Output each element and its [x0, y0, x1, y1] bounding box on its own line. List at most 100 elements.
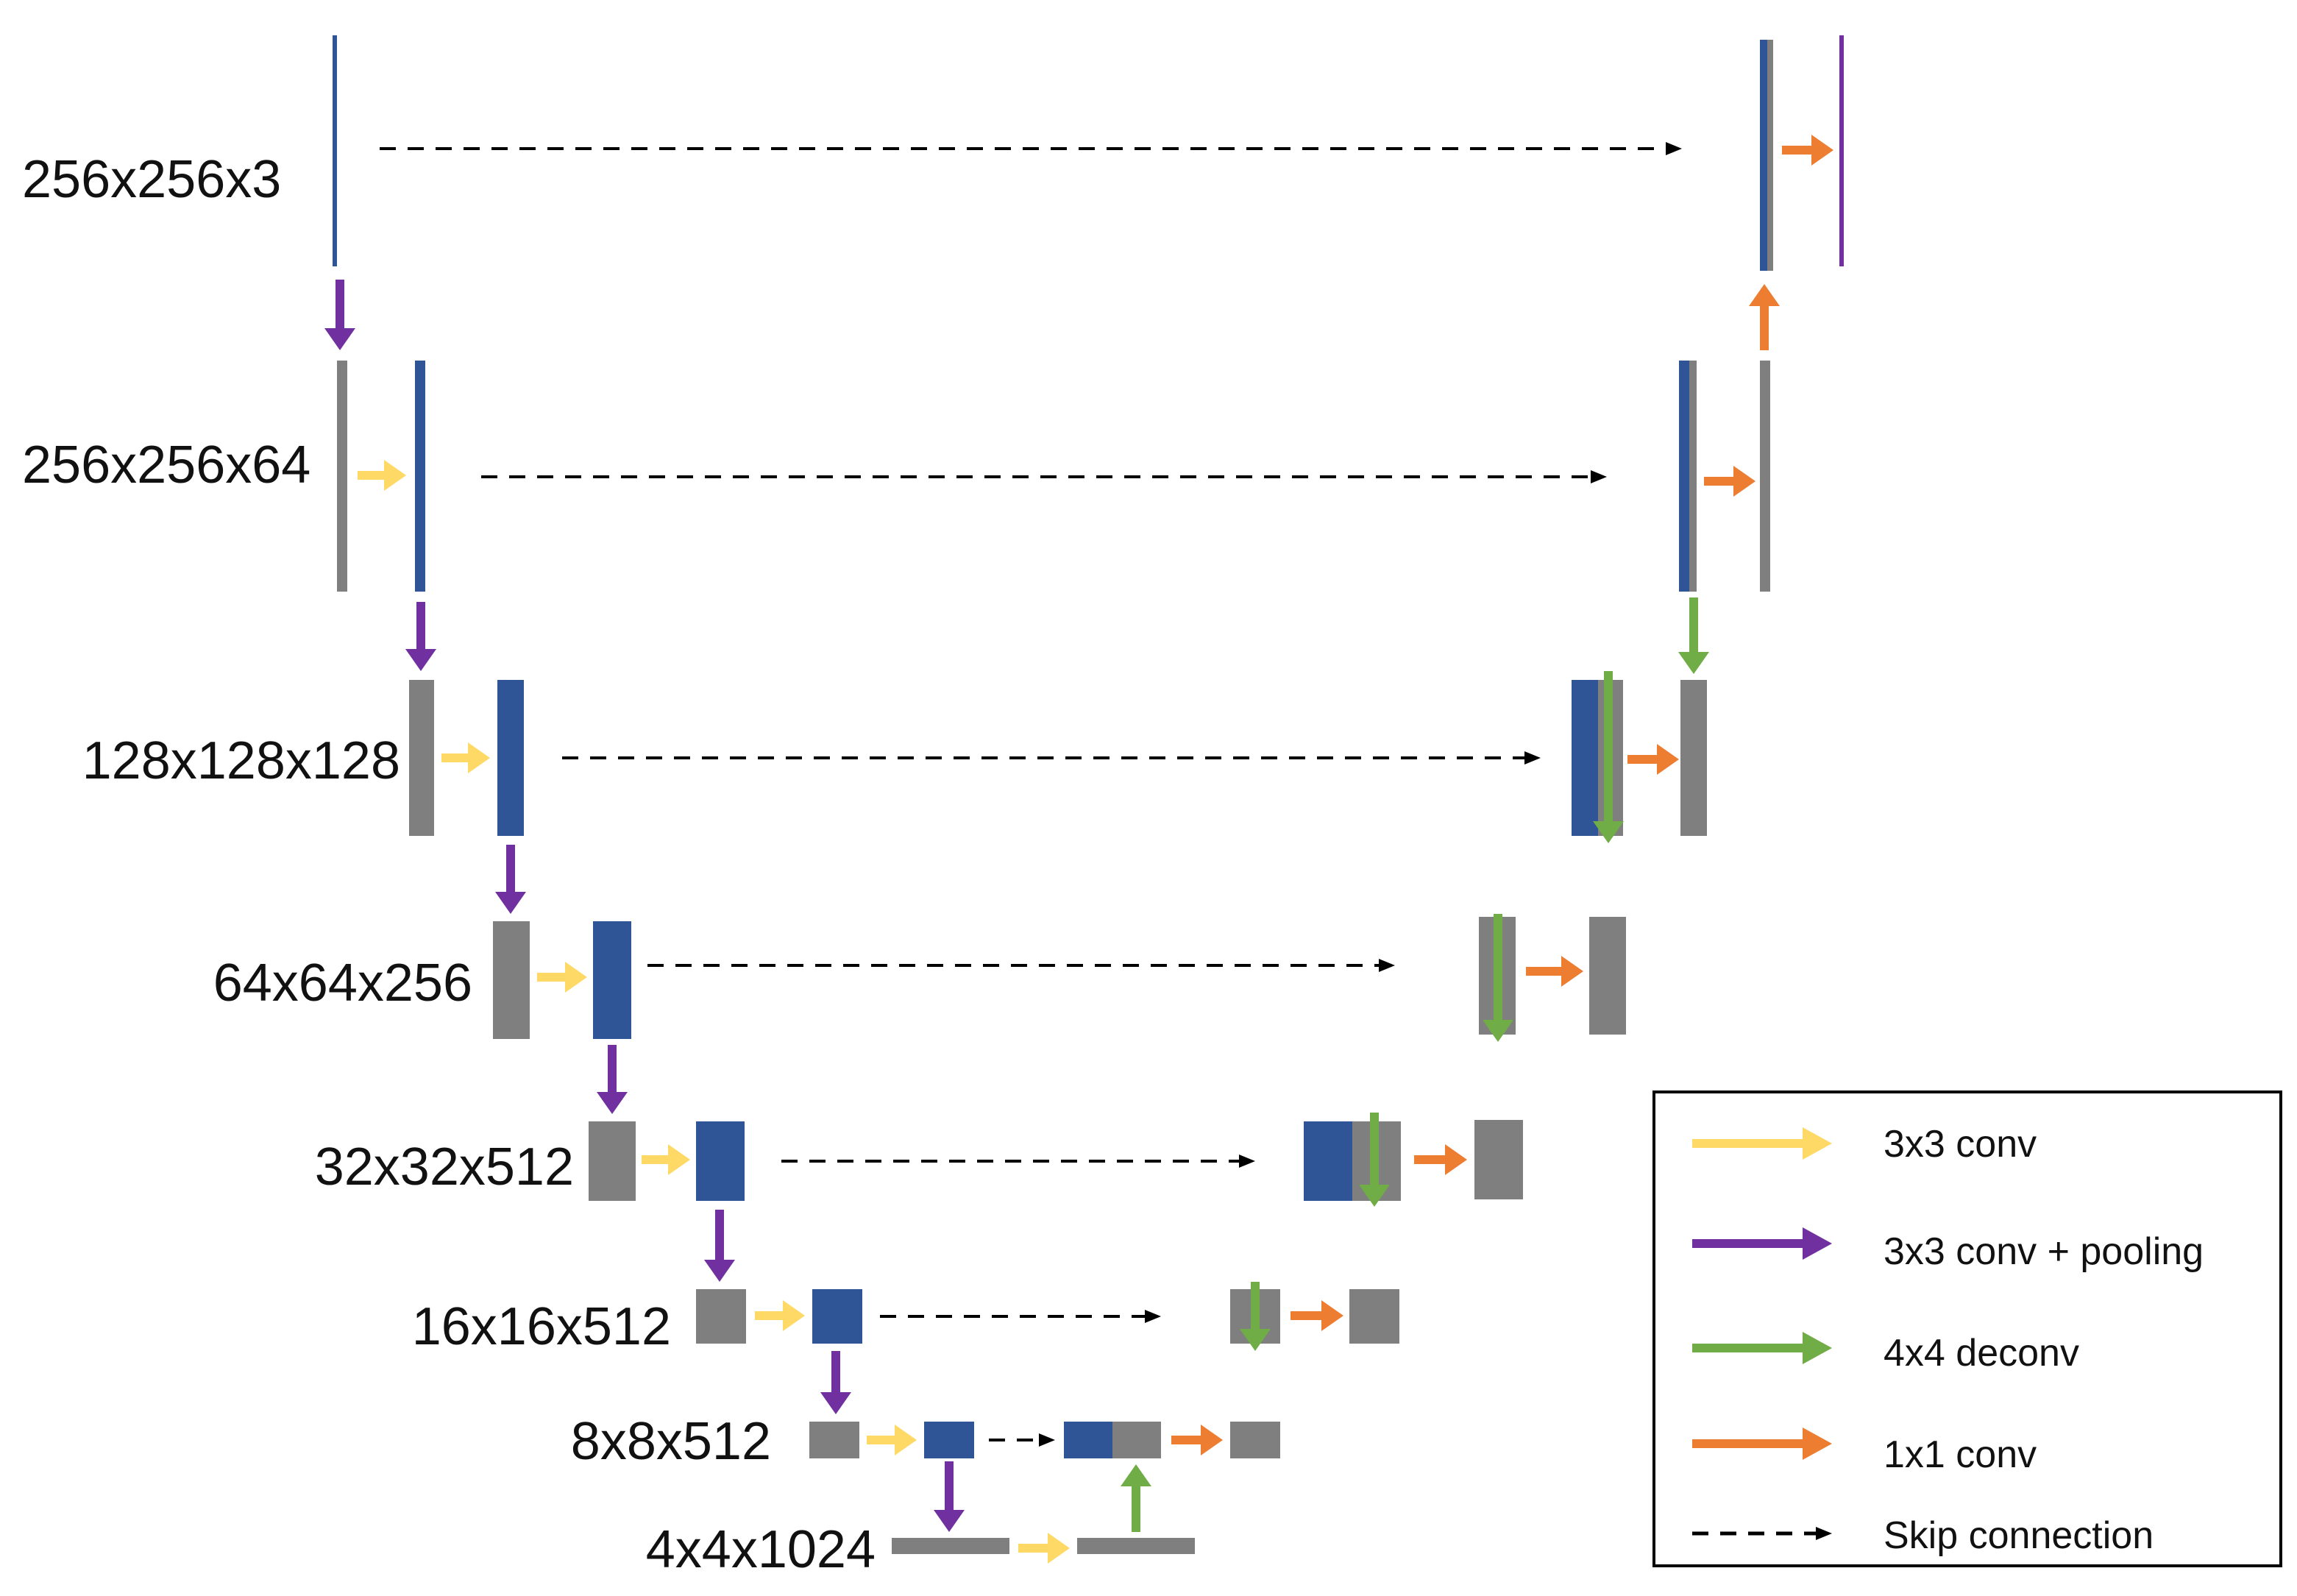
arrow-conv1x1-3-head: [1561, 956, 1583, 987]
arrow-conv1x1-0-head: [1811, 135, 1833, 166]
skip-0-head: [1666, 142, 1682, 155]
skip-6-head: [1039, 1433, 1055, 1447]
arrow-pool-1-head: [405, 649, 436, 671]
level-label-7: 4x4x1024: [646, 1520, 876, 1579]
arrow-deconv-4: [1359, 1113, 1390, 1207]
arrow-conv-4: [642, 1144, 690, 1175]
block-decoder-4-out: [1474, 1120, 1523, 1199]
legend-symbol-0-head: [1803, 1127, 1832, 1160]
arrow-conv1x1-up: [1749, 284, 1780, 350]
block-decoder-1-concat-gray: [1689, 361, 1697, 592]
block-encoder-4-b: [696, 1121, 745, 1201]
feature-map-blocks: [333, 35, 1844, 1554]
arrow-conv-1-head: [384, 460, 406, 491]
block-encoder-3-a: [493, 921, 530, 1039]
skip-3: [647, 959, 1395, 972]
block-decoder-3-out: [1589, 917, 1626, 1035]
block-encoder-4-a: [589, 1121, 636, 1201]
block-decoder-2-out: [1680, 680, 1707, 836]
block-decoder-2-concat-blue: [1572, 680, 1598, 836]
arrow-conv-3: [537, 962, 587, 993]
arrow-deconv-1: [1678, 597, 1709, 674]
skip-0: [380, 142, 1682, 155]
legend-symbol-2: [1692, 1332, 1832, 1364]
arrow-deconv-5: [1240, 1282, 1271, 1351]
arrow-pool-1: [405, 602, 436, 671]
block-decoder-0-concat-blue: [1760, 40, 1767, 271]
legend-symbol-skip-head: [1816, 1527, 1832, 1540]
skip-3-head: [1379, 959, 1395, 972]
arrow-deconv-4-head: [1359, 1185, 1390, 1207]
block-encoder-3-b: [593, 921, 631, 1039]
arrow-deconv-2-head: [1593, 821, 1624, 843]
legend-label-conv-pooling: 3x3 conv + pooling: [1884, 1230, 2204, 1273]
arrow-conv-2: [441, 742, 490, 773]
level-label-5: 16x16x512: [412, 1297, 671, 1356]
arrow-pool-4: [704, 1210, 735, 1282]
block-encoder-2-a: [409, 680, 434, 836]
legend-symbols: [1692, 1127, 1832, 1540]
arrow-pool-5-head: [820, 1392, 851, 1414]
legend-symbol-1: [1692, 1227, 1832, 1260]
skip-5: [880, 1310, 1161, 1323]
skip-connections: [380, 142, 1682, 1447]
arrow-pool-4-head: [704, 1260, 735, 1282]
block-encoder-1-a: [337, 361, 347, 592]
arrow-conv-6-head: [895, 1425, 917, 1455]
skip-6: [989, 1433, 1055, 1447]
arrow-pool-3: [597, 1045, 628, 1114]
block-bottleneck-a: [892, 1538, 1009, 1554]
arrow-pool-3-head: [597, 1092, 628, 1114]
arrow-conv1x1-0: [1782, 135, 1833, 166]
arrow-conv1x1-6-head: [1201, 1425, 1223, 1455]
arrow-deconv-1-head: [1678, 652, 1709, 674]
level-label-0: 256x256x3: [22, 150, 281, 209]
operation-arrows: [324, 135, 1833, 1564]
level-label-3: 64x64x256: [213, 954, 472, 1012]
legend-symbol-2-head: [1803, 1332, 1832, 1364]
legend-symbol-0: [1692, 1127, 1832, 1160]
skip-4-head: [1239, 1155, 1255, 1168]
arrow-deconv-5-head: [1240, 1329, 1271, 1351]
block-decoder-6-concat-gray: [1112, 1422, 1161, 1458]
skip-2: [562, 751, 1541, 765]
arrow-conv1x1-4: [1414, 1144, 1467, 1175]
legend-label-conv3x3: 3x3 conv: [1884, 1123, 2037, 1166]
arrow-pool-5: [820, 1351, 851, 1414]
arrow-deconv-3-head: [1483, 1020, 1513, 1042]
arrow-conv-5: [755, 1300, 805, 1331]
legend-label-deconv: 4x4 deconv: [1884, 1332, 2079, 1375]
arrow-deconv-6-head: [1121, 1464, 1151, 1486]
arrow-pool-2-head: [495, 892, 526, 914]
skip-5-head: [1145, 1310, 1161, 1323]
legend-label-skip: Skip connection: [1884, 1514, 2154, 1557]
arrow-pool-0-head: [324, 328, 355, 350]
arrow-conv1x1-up-head: [1749, 284, 1780, 306]
level-label-2: 128x128x128: [82, 731, 400, 790]
arrow-conv1x1-6: [1171, 1425, 1223, 1455]
arrow-pool-2: [495, 845, 526, 914]
block-encoder-5-a: [696, 1289, 746, 1344]
block-decoder-6-out: [1230, 1422, 1280, 1458]
legend-label-conv1x1: 1x1 conv: [1884, 1433, 2037, 1476]
block-decoder-1-concat-blue: [1679, 361, 1689, 592]
block-encoder-1-b: [415, 361, 425, 592]
skip-1: [481, 470, 1607, 483]
arrow-conv1x1-5: [1290, 1300, 1343, 1331]
arrow-conv-6: [867, 1425, 917, 1455]
block-decoder-4-concat-blue: [1304, 1121, 1352, 1201]
block-decoder-1-out: [1760, 361, 1770, 592]
arrow-conv-2-head: [468, 742, 490, 773]
arrow-pool-6-head: [934, 1510, 965, 1532]
arrow-conv-7-head: [1048, 1533, 1070, 1564]
skip-4: [781, 1155, 1255, 1168]
legend-box: [1652, 1090, 2282, 1567]
legend-symbol-1-head: [1803, 1227, 1832, 1260]
block-encoder-6-a: [809, 1422, 859, 1458]
arrow-deconv-2: [1593, 671, 1624, 843]
legend-symbol-3: [1692, 1427, 1832, 1460]
block-encoder-6-b: [924, 1422, 974, 1458]
arrow-conv1x1-1: [1704, 466, 1755, 497]
legend-symbol-skip: [1692, 1527, 1832, 1540]
